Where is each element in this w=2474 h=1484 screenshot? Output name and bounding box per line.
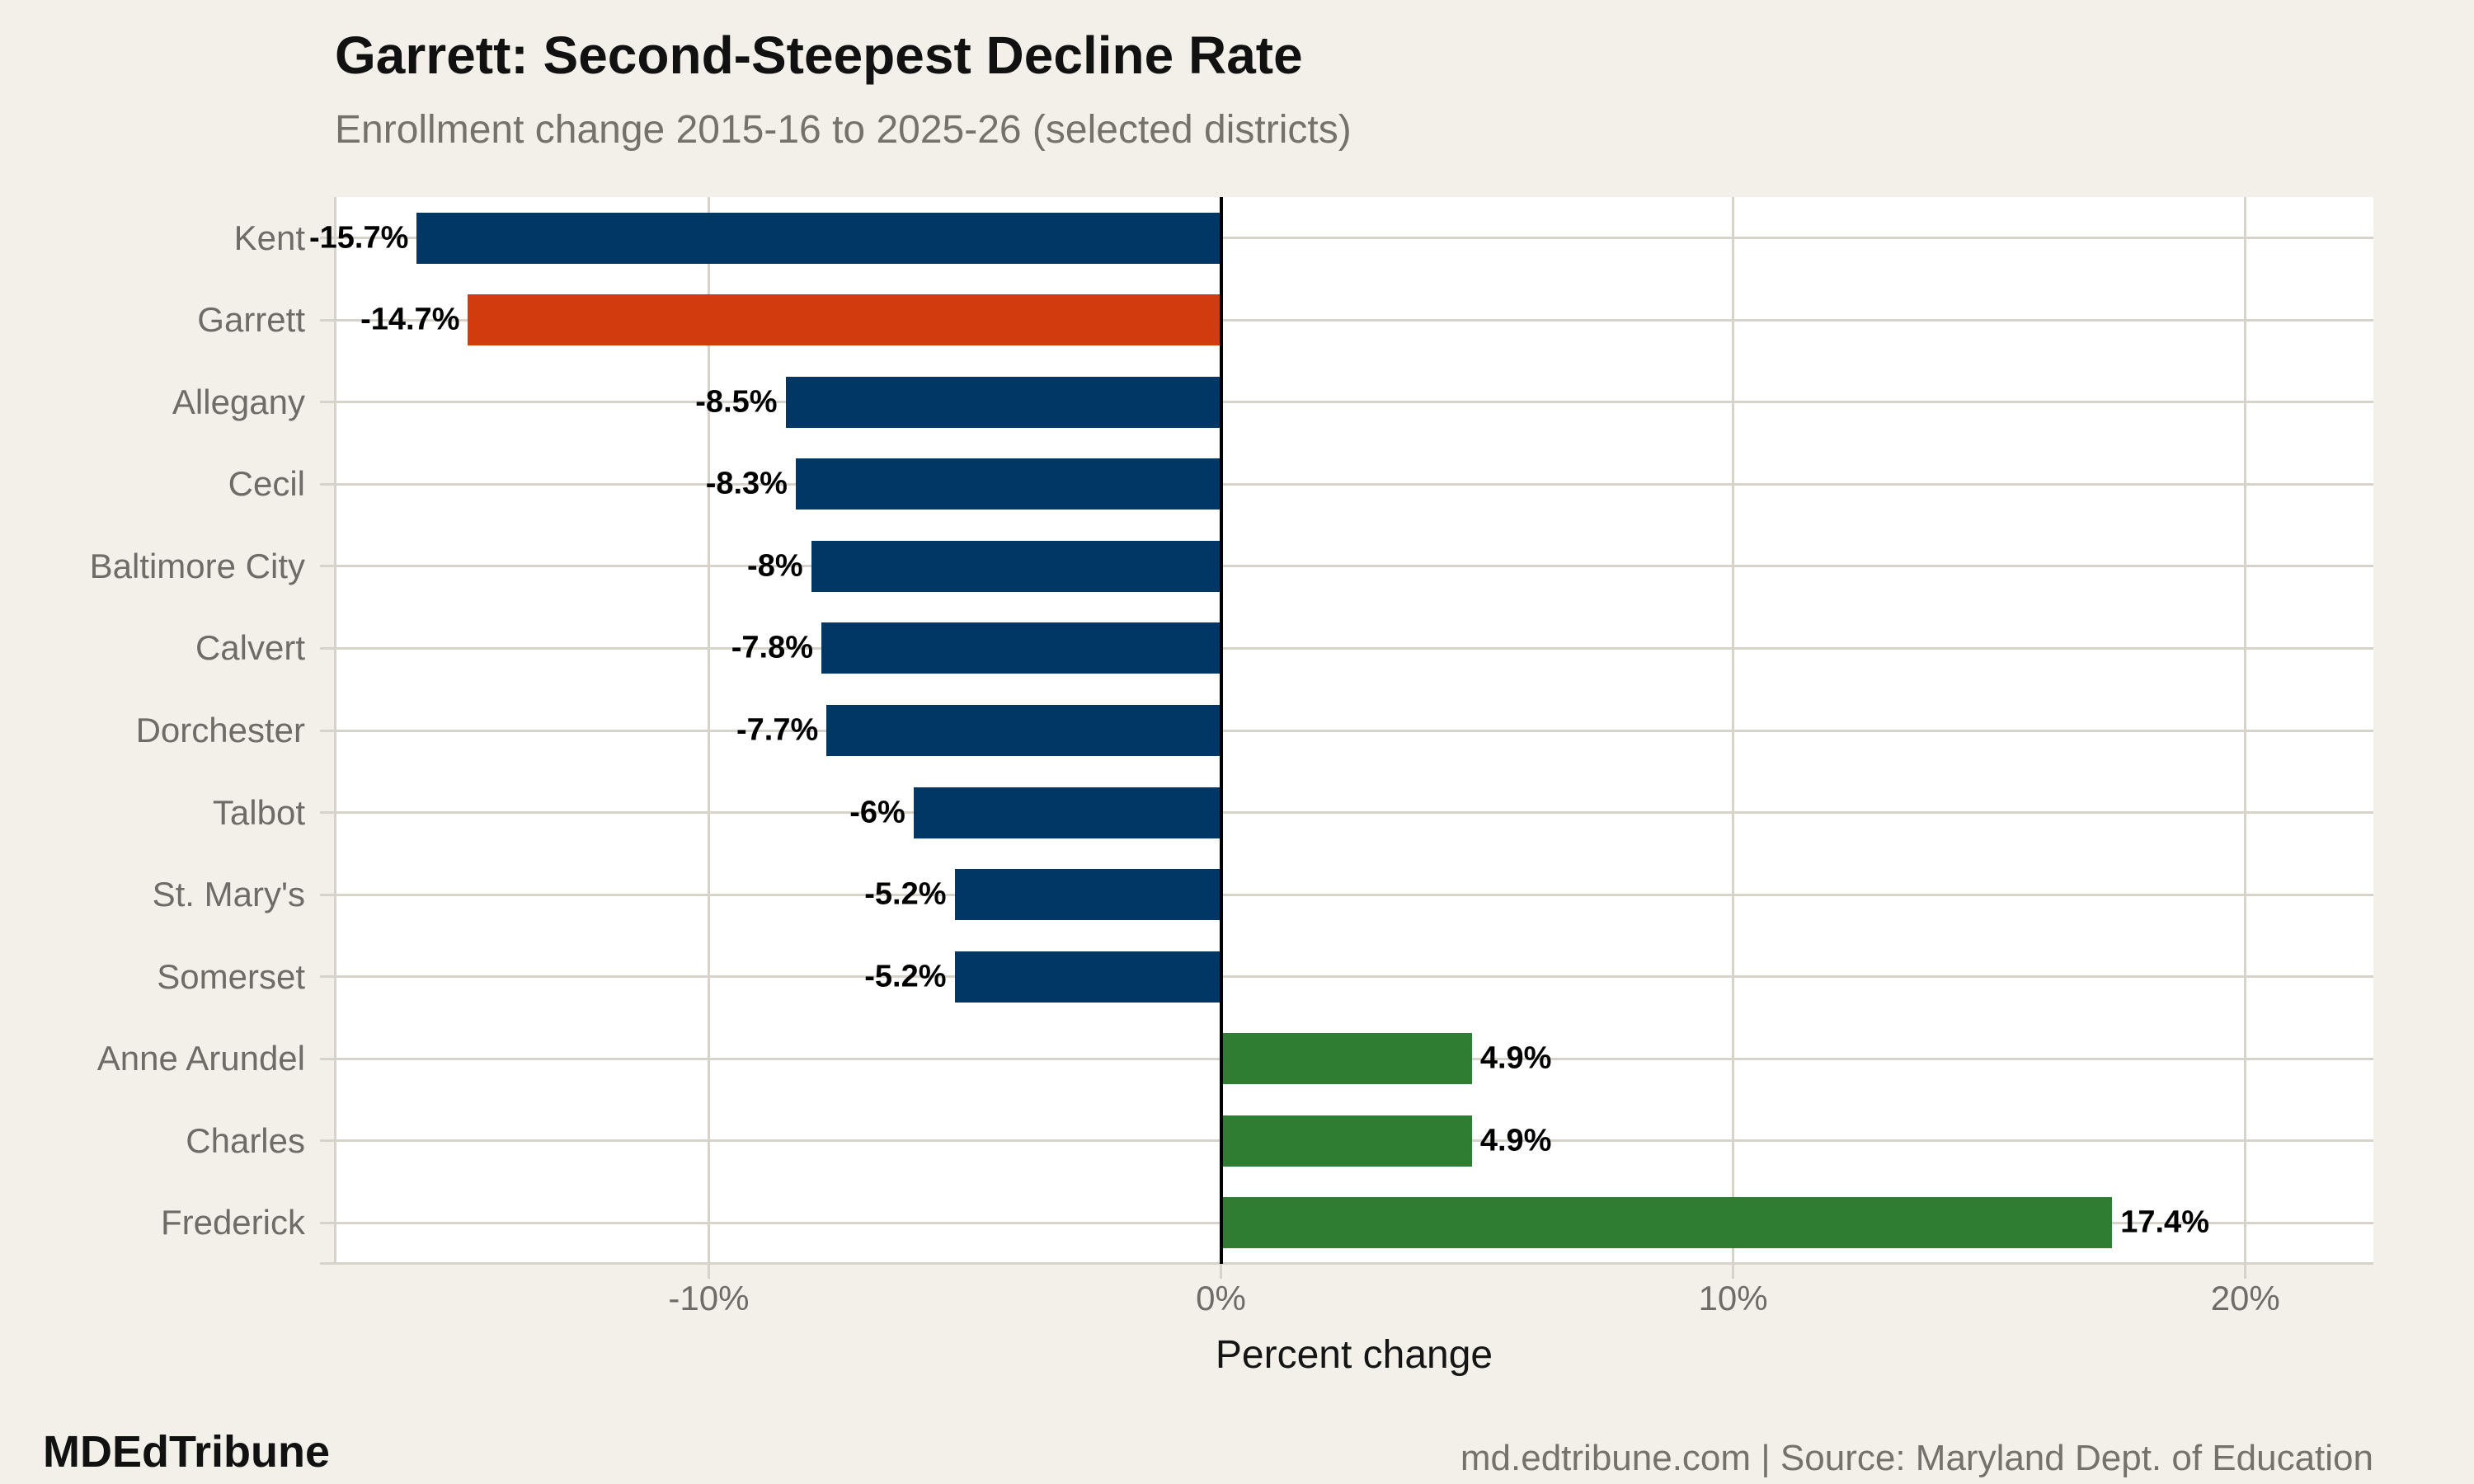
bar-st-mary-s: [954, 869, 1221, 921]
x-axis-title: Percent change: [1215, 1333, 1493, 1377]
gridline-row-st-mary-s: [320, 893, 2373, 896]
axis-tick-0: [1220, 1264, 1222, 1279]
bar-baltimore-city: [811, 540, 1221, 592]
category-label-allegany: Allegany: [172, 382, 305, 421]
bar-cecil: [795, 458, 1221, 510]
bar-value-label-calvert: -7.8%: [731, 630, 814, 665]
category-label-somerset: Somerset: [157, 956, 305, 996]
category-label-frederick: Frederick: [160, 1203, 305, 1242]
bar-frederick: [1221, 1197, 2113, 1249]
gridline-row-dorchester: [320, 729, 2373, 732]
category-label-charles: Charles: [186, 1120, 305, 1160]
bar-value-label-allegany: -8.5%: [695, 384, 778, 420]
gridline-row-calvert: [320, 646, 2373, 650]
axis-tick-10: [1732, 1264, 1735, 1279]
category-label-calvert: Calvert: [195, 628, 305, 668]
axis-tick-20: [2244, 1264, 2247, 1279]
category-label-garrett: Garrett: [197, 300, 305, 340]
bar-anne-arundel: [1221, 1033, 1472, 1085]
bar-calvert: [821, 622, 1221, 674]
bar-dorchester: [826, 705, 1221, 756]
gridline-row-talbot: [320, 811, 2373, 815]
gridline-row-garrett: [320, 318, 2373, 322]
x-tick-label-20: 20%: [2210, 1279, 2280, 1317]
gridline-row-kent: [320, 237, 2373, 240]
chart-title: Garrett: Second-Steepest Decline Rate: [335, 26, 1303, 85]
bar-allegany: [785, 376, 1221, 428]
gridline-row-cecil: [320, 482, 2373, 486]
bar-value-label-frederick: 17.4%: [2120, 1205, 2209, 1240]
x-tick-label-10: -10%: [668, 1279, 750, 1317]
category-label-kent: Kent: [233, 218, 305, 257]
bar-value-label-somerset: -5.2%: [864, 959, 947, 994]
x-tick-label-10: 10%: [1698, 1279, 1768, 1317]
bar-talbot: [913, 787, 1221, 838]
category-label-baltimore-city: Baltimore City: [89, 546, 305, 585]
footer-brand: MDEdTribune: [43, 1427, 330, 1477]
axis-spine-bottom: [320, 1262, 2373, 1265]
bar-value-label-st-mary-s: -5.2%: [864, 876, 947, 912]
chart-subtitle: Enrollment change 2015-16 to 2025-26 (se…: [335, 108, 1352, 152]
x-tick-label-0: 0%: [1196, 1279, 1246, 1317]
gridline-row-baltimore-city: [320, 565, 2373, 568]
bar-value-label-charles: 4.9%: [1479, 1123, 1552, 1158]
bar-garrett: [468, 294, 1221, 346]
footer-credit: md.edtribune.com | Source: Maryland Dept…: [1460, 1438, 2373, 1478]
bar-value-label-talbot: -6%: [849, 795, 905, 830]
bar-value-label-kent: -15.7%: [308, 220, 409, 256]
category-label-st-mary-s: St. Mary's: [152, 875, 305, 914]
axis-tick-10: [707, 1264, 710, 1279]
bar-value-label-garrett: -14.7%: [360, 302, 460, 337]
category-label-dorchester: Dorchester: [135, 711, 305, 749]
bar-value-label-anne-arundel: 4.9%: [1479, 1040, 1552, 1076]
gridline-row-allegany: [320, 401, 2373, 404]
category-label-talbot: Talbot: [212, 792, 305, 832]
zero-baseline: [1219, 197, 1223, 1264]
category-label-cecil: Cecil: [228, 464, 305, 504]
category-label-anne-arundel: Anne Arundel: [96, 1039, 305, 1078]
bar-kent: [416, 212, 1221, 264]
bar-somerset: [954, 951, 1221, 1003]
bar-value-label-baltimore-city: -8%: [747, 548, 803, 584]
bar-value-label-cecil: -8.3%: [705, 466, 788, 501]
gridline-row-somerset: [320, 975, 2373, 979]
bar-charles: [1221, 1115, 1472, 1167]
bar-value-label-dorchester: -7.7%: [736, 712, 819, 748]
